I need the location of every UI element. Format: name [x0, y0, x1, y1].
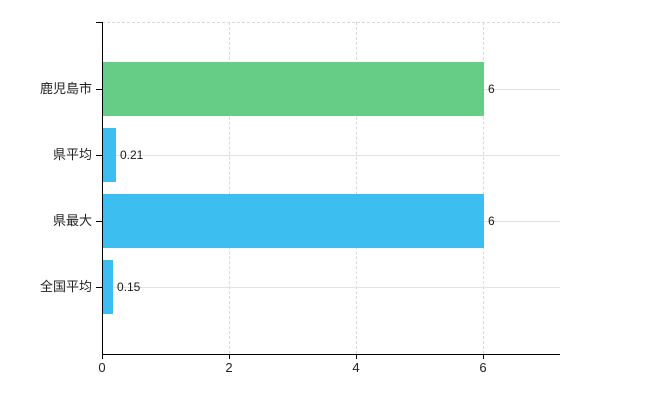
category-label: 鹿児島市 [39, 81, 92, 96]
bar [103, 128, 116, 182]
x-tick-label: 4 [352, 360, 360, 375]
gridline-vertical [483, 22, 484, 354]
x-axis-tick [483, 354, 484, 359]
x-tick-label: 2 [225, 360, 233, 375]
bar [103, 194, 484, 248]
gridline-horizontal [102, 155, 560, 156]
category-label: 県平均 [52, 147, 92, 162]
x-tick-label: 6 [479, 360, 487, 375]
y-axis-tick [96, 155, 102, 156]
bar [103, 62, 484, 116]
value-label: 0.15 [117, 280, 141, 294]
y-axis-tick [96, 287, 102, 288]
x-axis-tick [356, 354, 357, 359]
y-axis-tick [96, 221, 102, 222]
value-label: 6 [488, 82, 495, 96]
category-label: 全国平均 [39, 279, 92, 294]
value-label: 6 [488, 214, 495, 228]
plot-top-border [102, 22, 560, 23]
value-label: 0.21 [120, 148, 144, 162]
y-axis-end-tick [96, 22, 102, 23]
x-axis-tick [229, 354, 230, 359]
y-axis-tick [96, 89, 102, 90]
bar [103, 260, 113, 314]
category-label: 県最大 [52, 213, 92, 228]
gridline-vertical [229, 22, 230, 354]
x-axis-line [102, 354, 560, 355]
x-tick-label: 0 [98, 360, 106, 375]
y-axis-line [102, 22, 103, 359]
gridline-horizontal [102, 287, 560, 288]
gridline-vertical [356, 22, 357, 354]
